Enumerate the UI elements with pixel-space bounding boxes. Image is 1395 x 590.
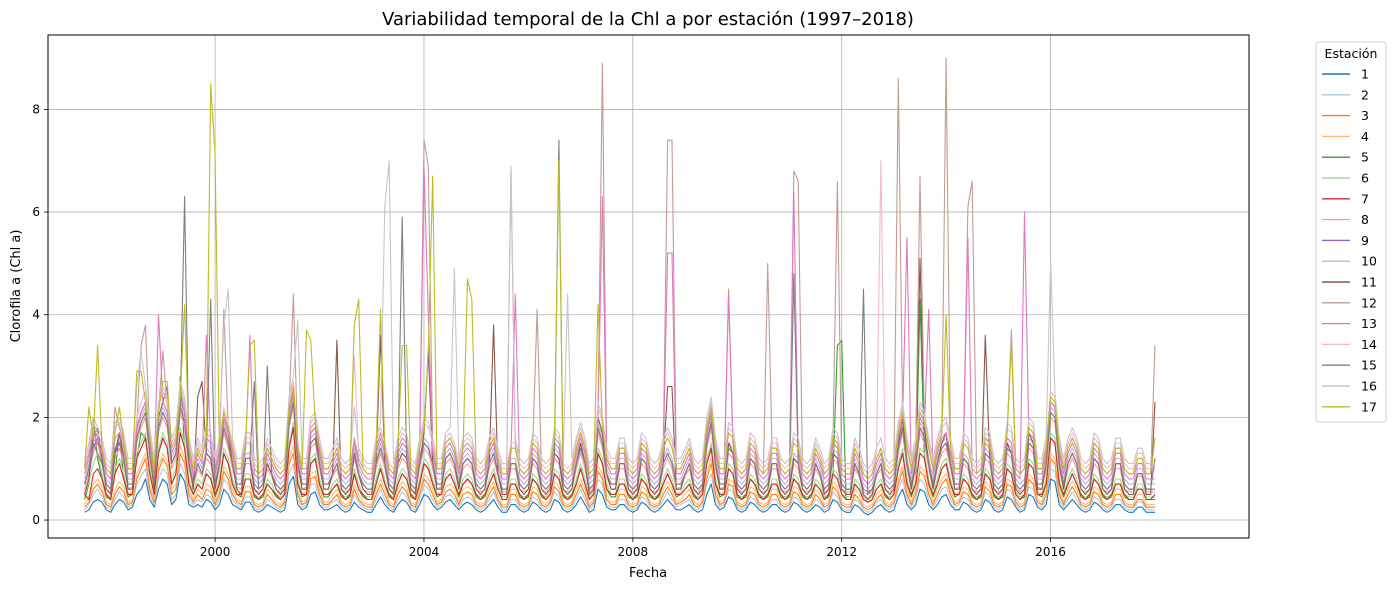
series-line-4 [84,445,1155,508]
chart-title: Variabilidad temporal de la Chl a por es… [382,9,914,30]
series-line-5 [84,298,1155,503]
plot-frame [47,34,1250,539]
y-axis: 0 2 4 6 8 [32,102,48,527]
legend-label-6: 6 [1361,171,1369,186]
x-tick-label: 2012 [826,545,857,559]
series-line-1 [84,473,1155,516]
legend-title: Estación [1325,46,1378,61]
series-line-7 [84,427,1156,503]
series-line-14 [84,160,1155,475]
legend-label-9: 9 [1361,233,1369,248]
plot-area [84,57,1156,516]
legend-label-17: 17 [1361,399,1377,414]
legend-label-10: 10 [1361,254,1377,269]
series-layer [84,57,1156,516]
y-tick-label: 0 [32,513,40,527]
series-line-12 [84,57,1156,480]
legend-label-11: 11 [1361,275,1377,290]
legend-label-8: 8 [1361,212,1369,227]
x-tick-label: 2004 [409,545,440,559]
y-tick-label: 8 [32,102,40,116]
series-line-3 [84,452,1155,511]
legend-label-2: 2 [1361,87,1369,102]
series-line-2 [84,463,1155,513]
y-axis-label: Clorofila a (Chl a) [9,230,24,343]
series-line-17 [84,83,1156,480]
legend-label-3: 3 [1361,108,1369,123]
series-line-16 [84,160,1155,470]
x-axis-label: Fecha [629,566,667,581]
grid-layer [48,35,1249,538]
legend-label-4: 4 [1361,129,1369,144]
legend-label-7: 7 [1361,191,1369,206]
series-line-15 [84,139,1156,495]
legend-label-1: 1 [1361,67,1369,82]
x-tick-label: 2016 [1035,545,1066,559]
x-tick-label: 2000 [200,545,231,559]
y-tick-label: 2 [32,410,40,424]
legend-label-14: 14 [1361,337,1377,352]
x-tick-label: 2008 [618,545,649,559]
legend-label-16: 16 [1361,379,1377,394]
legend-label-5: 5 [1361,150,1369,165]
legend-label-12: 12 [1361,295,1377,310]
legend-label-15: 15 [1361,358,1377,373]
y-tick-label: 6 [32,205,40,219]
x-axis: 2000 2004 2008 2012 2016 [200,538,1066,559]
y-tick-label: 4 [32,308,40,322]
legend-label-13: 13 [1361,316,1377,331]
